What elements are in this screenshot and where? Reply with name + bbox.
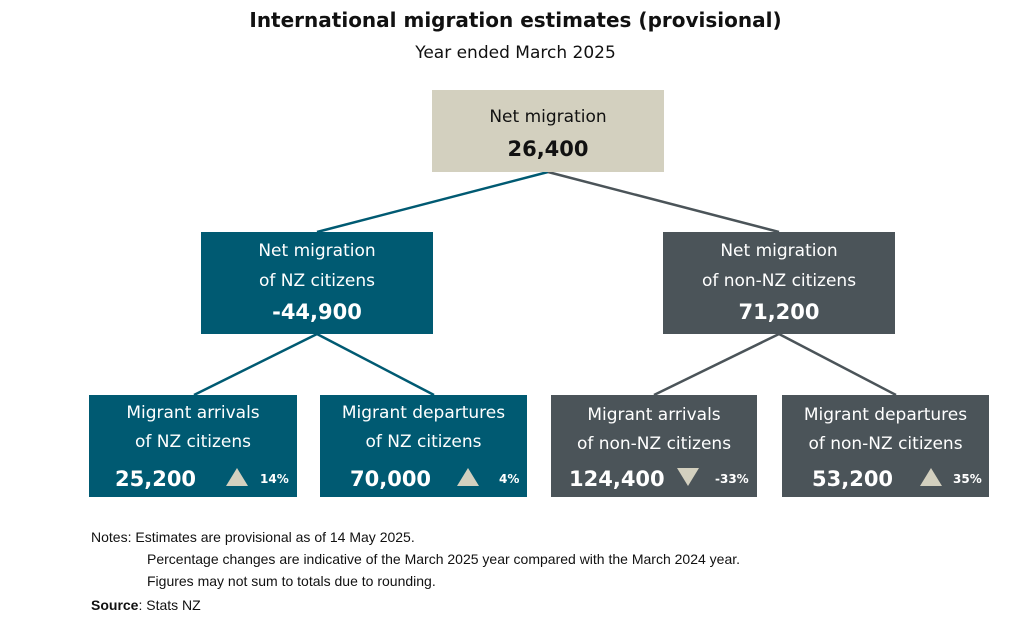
nonnz-net-label-line2: of non-NZ citizens xyxy=(701,271,857,291)
up-triangle-icon xyxy=(226,468,248,486)
nz-net-value: -44,900 xyxy=(272,300,362,324)
source: Source: Stats NZ xyxy=(91,597,201,613)
notes-line3: Figures may not sum to totals due to rou… xyxy=(147,573,436,589)
notes-label: Notes: xyxy=(91,529,132,545)
notes-line1: Estimates are provisional as of 14 May 2… xyxy=(135,529,415,545)
nonnz-net-migration-box: Net migration of non-NZ citizens 71,200 xyxy=(663,232,895,334)
nz-net-label-line1: Net migration xyxy=(258,241,376,261)
nonnz-net-label-line1: Net migration xyxy=(720,241,838,261)
net-migration-label: Net migration xyxy=(489,107,607,127)
nonnz-arrivals-change: -33% xyxy=(715,472,749,486)
nz-departures-label-line1: Migrant departures xyxy=(341,403,506,423)
nz-departures-label-line2: of NZ citizens xyxy=(365,432,482,452)
nonnz-departures-change: 35% xyxy=(953,472,982,486)
nz-arrivals-box: Migrant arrivals of NZ citizens 25,200 1… xyxy=(89,395,297,497)
net-migration-box: Net migration 26,400 xyxy=(432,90,664,172)
connector-root-nz xyxy=(316,170,549,234)
down-triangle-icon xyxy=(677,468,699,486)
nonnz-arrivals-label-line2: of non-NZ citizens xyxy=(576,434,732,454)
nz-arrivals-label-line1: Migrant arrivals xyxy=(126,403,260,423)
nz-arrivals-change: 14% xyxy=(260,472,289,486)
connector-root-nonnz xyxy=(547,170,780,234)
nz-arrivals-label-line2: of NZ citizens xyxy=(134,432,252,452)
nz-net-label-line2: of NZ citizens xyxy=(258,271,376,291)
nonnz-departures-box: Migrant departures of non-NZ citizens 53… xyxy=(782,395,989,497)
nonnz-arrivals-value: 124,400 xyxy=(569,467,665,491)
nz-arrivals-value: 25,200 xyxy=(115,467,197,491)
nonnz-departures-value: 53,200 xyxy=(812,467,894,491)
nonnz-arrivals-label-line1: Migrant arrivals xyxy=(587,405,721,425)
net-migration-value: 26,400 xyxy=(507,137,589,161)
chart-subtitle: Year ended March 2025 xyxy=(415,43,616,63)
connector-nz-arrivals xyxy=(193,332,318,397)
up-triangle-icon xyxy=(457,468,479,486)
nonnz-departures-label-line2: of non-NZ citizens xyxy=(808,434,963,454)
up-triangle-icon xyxy=(920,468,942,486)
nz-departures-box: Migrant departures of NZ citizens 70,000… xyxy=(320,395,527,497)
connector-nz-departures xyxy=(316,332,435,397)
nz-departures-value: 70,000 xyxy=(350,467,432,491)
nz-departures-change: 4% xyxy=(499,472,520,486)
notes: Notes: Estimates are provisional as of 1… xyxy=(91,526,740,592)
connector-nonnz-arrivals xyxy=(653,332,780,397)
connector-nonnz-departures xyxy=(778,332,897,397)
chart-title: International migration estimates (provi… xyxy=(249,8,782,32)
source-text: : Stats NZ xyxy=(138,597,201,613)
source-label: Source xyxy=(91,597,139,613)
nonnz-net-value: 71,200 xyxy=(738,300,820,324)
nz-net-migration-box: Net migration of NZ citizens -44,900 xyxy=(201,232,433,334)
notes-line2: Percentage changes are indicative of the… xyxy=(147,551,741,567)
nonnz-arrivals-box: Migrant arrivals of non-NZ citizens 124,… xyxy=(551,395,757,497)
nonnz-departures-label-line1: Migrant departures xyxy=(803,405,968,425)
